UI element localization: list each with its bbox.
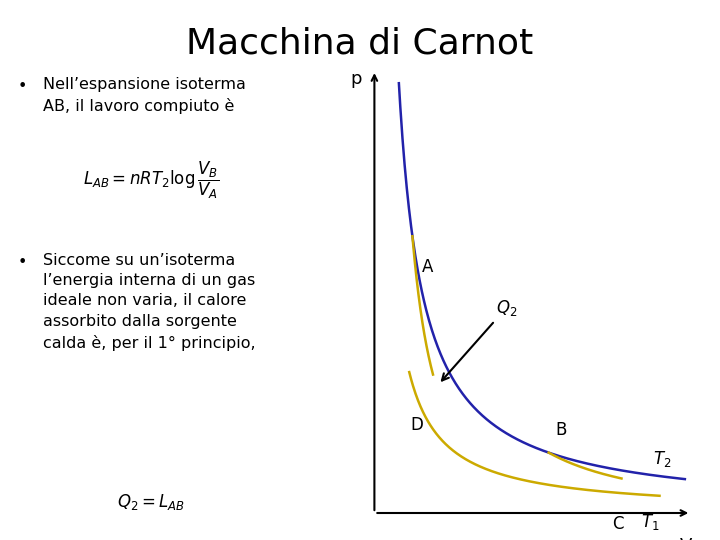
Text: Nell’espansione isoterma
AB, il lavoro compiuto è: Nell’espansione isoterma AB, il lavoro c… [43,77,246,113]
Text: $T_2$: $T_2$ [653,449,672,469]
Text: A: A [422,258,433,276]
Text: B: B [555,421,567,440]
Text: C: C [613,515,624,534]
Text: V: V [680,537,693,540]
Text: D: D [410,416,423,434]
Text: p: p [350,70,361,88]
Text: •: • [18,255,27,270]
Text: $Q_2$: $Q_2$ [442,298,517,381]
Text: Siccome su un’isoterma
l’energia interna di un gas
ideale non varia, il calore
a: Siccome su un’isoterma l’energia interna… [43,253,256,350]
Text: Macchina di Carnot: Macchina di Carnot [186,27,534,61]
Text: •: • [18,79,27,94]
Text: $T_1$: $T_1$ [641,512,659,532]
Text: $Q_2 = L_{AB}$: $Q_2 = L_{AB}$ [117,492,185,512]
Text: $L_{AB} = nRT_2 \log \dfrac{V_B}{V_A}$: $L_{AB} = nRT_2 \log \dfrac{V_B}{V_A}$ [83,160,220,201]
